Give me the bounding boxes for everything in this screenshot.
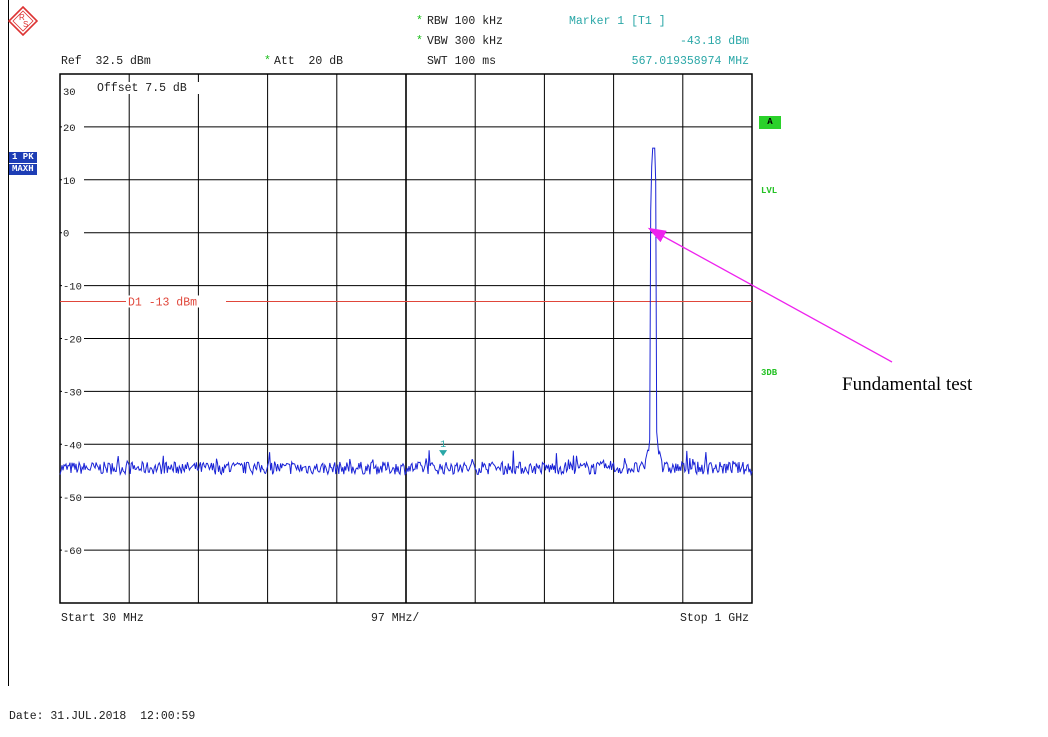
y-tick-label: 10 [63, 176, 76, 188]
reference-level: Ref 32.5 dBm [61, 55, 151, 68]
y-tick-bg [62, 279, 84, 291]
y-tick-bg [62, 173, 84, 185]
left-border-line [8, 0, 9, 686]
trace-mode-badge-pk: 1 PK [9, 152, 37, 163]
y-tick-label: -20 [63, 335, 82, 347]
y-tick-label: -30 [63, 387, 82, 399]
offset-label: Offset 7.5 dB [97, 82, 187, 95]
start-frequency: Start 30 MHz [61, 612, 144, 625]
vbw-readout: VBW 300 kHz [427, 35, 503, 48]
y-tick-bg [62, 332, 84, 344]
display-line-label: D1 -13 dBm [128, 296, 197, 309]
y-tick-bg [62, 385, 84, 397]
trace-a-badge: A [759, 116, 781, 129]
marker-level: -43.18 dBm [679, 35, 749, 48]
date-stamp: Date: 31.JUL.2018 12:00:59 [9, 710, 196, 723]
y-tick-bg [62, 491, 84, 503]
fundamental-test-annotation: Fundamental test [842, 374, 973, 395]
display-line-label-bg [126, 295, 226, 308]
spectrum-trace [59, 147, 753, 477]
sweep-time-readout: SWT 100 ms [427, 55, 497, 68]
annotation-arrow [647, 227, 893, 363]
rbw-star: * [416, 15, 423, 28]
attenuation-readout: Att 20 dB [274, 55, 344, 68]
marker-1-triangle [439, 450, 448, 457]
stop-frequency: Stop 1 GHz [679, 612, 749, 625]
y-tick-label: 0 [63, 229, 69, 241]
y-tick-bg [62, 120, 84, 132]
y-tick-label: 30 [63, 87, 76, 99]
marker-title: Marker 1 [T1 ] [569, 15, 666, 28]
svg-text:R: R [19, 13, 25, 22]
y-tick-label: -50 [63, 493, 82, 505]
y-tick-bg [62, 438, 84, 450]
y-tick-label: 20 [63, 123, 76, 135]
svg-text:S: S [23, 20, 28, 29]
trace-mode-badge-maxh: MAXH [9, 164, 37, 175]
marker-1-label: 1 [440, 440, 446, 451]
span-per-division: 97 MHz/ [371, 612, 420, 625]
y-tick-bg [62, 544, 84, 556]
marker-frequency: 567.019358974 MHz [631, 55, 749, 68]
y-tick-bg [62, 226, 84, 238]
vbw-star: * [416, 35, 423, 48]
y-tick-labels: 30 20 10 0 -10 -20 -30 -40 -50 -60 [62, 85, 84, 558]
rohde-schwarz-logo-icon: R S [8, 6, 38, 36]
att-star: * [264, 55, 271, 68]
plot-grid [60, 74, 752, 603]
y-tick-bg [62, 85, 84, 96]
y-tick-label: -10 [63, 282, 82, 294]
3db-indicator: 3DB [761, 368, 778, 378]
rbw-readout: RBW 100 kHz [427, 15, 503, 28]
y-tick-label: -60 [63, 546, 82, 558]
lvl-indicator: LVL [761, 186, 778, 196]
offset-label-bg [94, 82, 234, 94]
y-tick-label: -40 [63, 440, 82, 452]
